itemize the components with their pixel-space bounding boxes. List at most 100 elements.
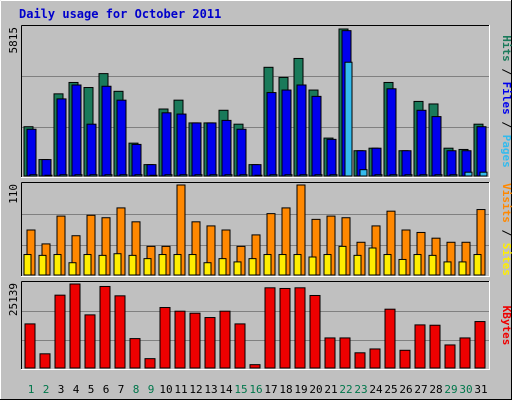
day-label: 21: [324, 383, 337, 396]
pages-bar: [314, 174, 323, 177]
sites-bar: [158, 254, 167, 276]
pages-bar: [329, 174, 338, 177]
files-bar-face: [371, 147, 382, 177]
pages-bar: [149, 174, 158, 177]
kbytes-bar-face: [54, 294, 66, 369]
sites-bar: [278, 254, 287, 276]
kbytes-bar: [339, 337, 351, 369]
pages-bar: [419, 174, 428, 177]
hits-panel-legend: Hits / Files / Pages: [500, 35, 512, 168]
sites-bar: [368, 247, 377, 276]
files-bar: [116, 99, 127, 177]
pages-bar: [284, 174, 293, 177]
kbytes-bar-face: [369, 348, 381, 369]
kbytes-bar-face: [444, 344, 456, 369]
sites-bar: [203, 262, 212, 276]
sites-bar-face: [443, 261, 452, 276]
sites-bar-face: [398, 258, 407, 276]
pages-bar: [404, 174, 413, 177]
pages-bar: [44, 174, 53, 177]
files-bar: [446, 150, 457, 177]
sites-bar-face: [278, 254, 287, 276]
pages-bar: [179, 174, 188, 177]
kbytes-bar-face: [384, 308, 396, 369]
day-label: 15: [234, 383, 247, 396]
pages-bar-face: [74, 174, 83, 177]
sites-bar-face: [353, 254, 362, 276]
kbytes-bar-face: [189, 312, 201, 369]
day-label: 10: [159, 383, 172, 396]
day-label: 25: [384, 383, 397, 396]
sites-bar: [68, 262, 77, 276]
pages-bar: [209, 174, 218, 177]
pages-bar-face: [344, 61, 353, 177]
sites-bar: [473, 254, 482, 276]
kbytes-bar-face: [39, 353, 51, 369]
files-bar-face: [251, 164, 262, 177]
pages-bar-face: [254, 174, 263, 177]
kbytes-bar: [354, 352, 366, 369]
kbytes-panel-plot-area: [21, 281, 490, 370]
pages-bar: [254, 174, 263, 177]
kbytes-bar-face: [204, 317, 216, 369]
kbytes-bar-face: [144, 358, 156, 369]
files-bar: [431, 116, 442, 177]
sites-bar-face: [338, 245, 347, 276]
files-bar-face: [296, 84, 307, 177]
sites-bar-face: [428, 254, 437, 276]
sites-bar-face: [68, 262, 77, 276]
kbytes-bar: [219, 310, 231, 369]
files-bar-face: [191, 122, 202, 177]
day-label: 12: [189, 383, 202, 396]
sites-bar-face: [383, 254, 392, 276]
day-label: 29: [444, 383, 457, 396]
pages-bar-face: [119, 174, 128, 177]
files-bar: [71, 84, 82, 177]
day-label: 16: [249, 383, 262, 396]
kbytes-bar-face: [159, 307, 171, 369]
kbytes-bar-face: [309, 294, 321, 369]
sites-bar: [38, 254, 47, 276]
sites-bar-face: [83, 254, 92, 276]
files-bar: [86, 123, 97, 177]
kbytes-bar: [384, 308, 396, 369]
pages-bar: [374, 174, 383, 177]
kbytes-bar-face: [174, 310, 186, 369]
sites-bar-face: [173, 254, 182, 276]
kbytes-bar: [429, 324, 441, 369]
pages-bar: [59, 174, 68, 177]
pages-bar-face: [479, 171, 488, 177]
visits-panel-max-label: 110: [7, 184, 20, 204]
sites-bar-face: [413, 254, 422, 276]
files-bar-face: [476, 126, 487, 177]
files-bar-face: [176, 113, 187, 177]
sites-bar: [143, 258, 152, 276]
pages-bar-face: [134, 174, 143, 177]
pages-bar: [119, 174, 128, 177]
sites-bar: [323, 254, 332, 276]
files-bar-face: [56, 98, 67, 177]
sites-bar-face: [38, 254, 47, 276]
files-bar-face: [146, 164, 157, 177]
sites-bar-face: [368, 247, 377, 276]
pages-bar: [134, 174, 143, 177]
sites-bar-face: [188, 254, 197, 276]
sites-bar-face: [128, 254, 137, 276]
day-label: 17: [264, 383, 277, 396]
pages-bar-face: [194, 174, 203, 177]
pages-bar-face: [269, 174, 278, 177]
chart-title: Daily usage for October 2011: [19, 7, 221, 21]
files-bar-face: [116, 99, 127, 177]
pages-bar-face: [29, 174, 38, 177]
pages-bar-face: [89, 174, 98, 177]
files-bar: [101, 85, 112, 177]
sites-bar-face: [233, 261, 242, 276]
pages-bar-face: [149, 174, 158, 177]
pages-bar: [89, 174, 98, 177]
pages-bar-face: [389, 174, 398, 177]
kbytes-bar-face: [249, 364, 261, 369]
kbytes-bar: [474, 321, 486, 369]
kbytes-bar: [234, 323, 246, 369]
